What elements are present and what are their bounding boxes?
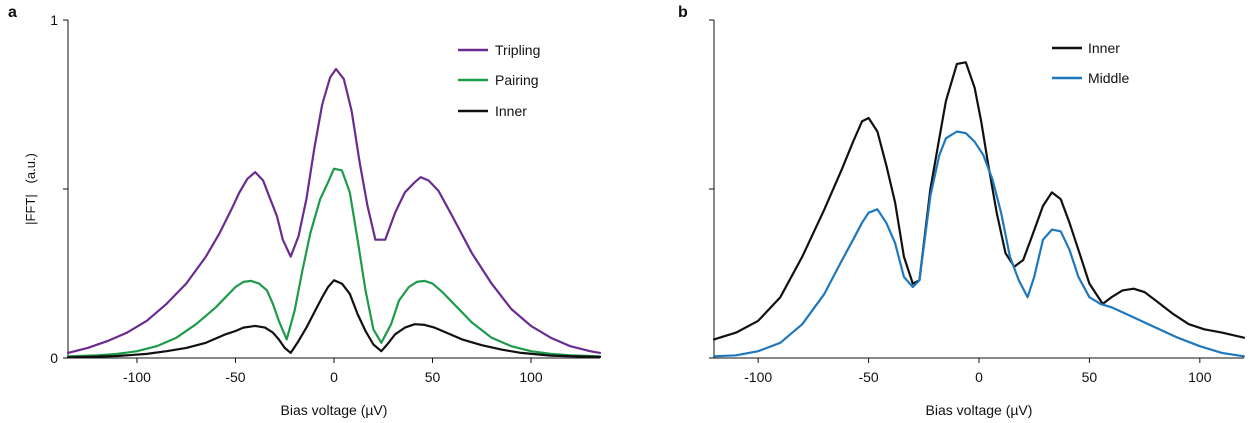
panel-b: b -100 -50 0 50 100 Bias voltage (µV) Inner … xyxy=(678,4,1246,418)
y-ticks-a: 01 xyxy=(50,12,68,366)
series-line-inner xyxy=(66,279,602,359)
legend-label-pairing: Pairing xyxy=(495,72,539,88)
x-ticks-b: -100 -50 0 50 100 xyxy=(744,358,1212,385)
series-line-pairing xyxy=(66,167,602,358)
x-tick-label: 50 xyxy=(1082,369,1098,385)
x-tick-label: -50 xyxy=(858,369,878,385)
panel-a: a -100 -50 0 50 100 01 Bias voltage (µV) |FF… xyxy=(8,4,602,418)
legend-label-inner-b: Inner xyxy=(1088,40,1120,56)
x-tick-label: 100 xyxy=(519,369,543,385)
x-tick-label: -100 xyxy=(744,369,772,385)
y-axis-label-a: |FFT| (a.u.) xyxy=(23,153,38,225)
legend-label-tripling: Tripling xyxy=(495,42,540,58)
x-axis-label-b: Bias voltage (µV) xyxy=(926,402,1033,418)
y-tick-label: 0 xyxy=(50,350,58,366)
y-tick-label: 1 xyxy=(50,12,58,28)
x-tick-label: -100 xyxy=(123,369,151,385)
x-tick-label: 0 xyxy=(330,369,338,385)
x-tick-label: 100 xyxy=(1188,369,1212,385)
legend-b: Inner Middle xyxy=(1052,40,1129,86)
legend-a: Tripling Pairing Inner xyxy=(458,42,540,119)
series-a xyxy=(66,67,602,359)
legend-label-middle: Middle xyxy=(1088,70,1129,86)
series-line-middle xyxy=(712,130,1246,358)
series-line-inner xyxy=(712,61,1246,341)
panel-label-a: a xyxy=(8,4,17,21)
x-tick-label: -50 xyxy=(225,369,245,385)
series-line-tripling xyxy=(66,67,602,354)
x-tick-label: 0 xyxy=(975,369,983,385)
x-tick-label: 50 xyxy=(425,369,441,385)
x-ticks-a: -100 -50 0 50 100 xyxy=(123,358,543,385)
y-ticks-b xyxy=(709,19,714,359)
x-axis-label-a: Bias voltage (µV) xyxy=(281,402,388,418)
panel-label-b: b xyxy=(678,4,688,21)
series-b xyxy=(712,61,1246,358)
legend-label-inner-a: Inner xyxy=(495,103,527,119)
